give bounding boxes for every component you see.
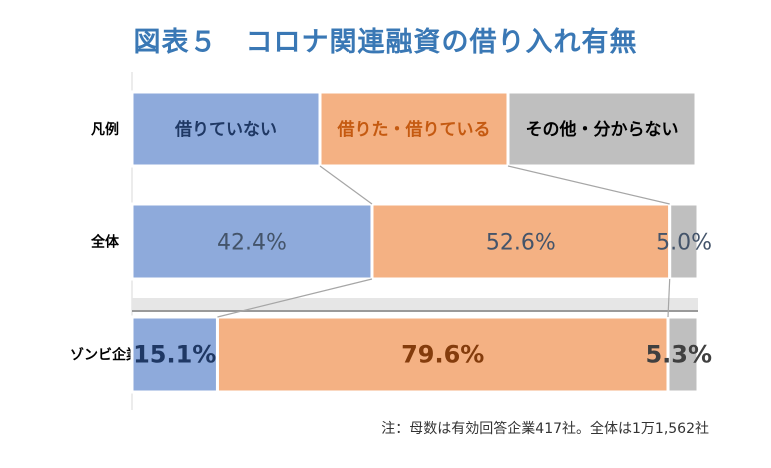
data-label: 52.6%: [486, 231, 556, 256]
data-label: 5.0%: [656, 231, 712, 256]
bar-segment: [668, 202, 700, 281]
data-label: 15.1%: [133, 341, 216, 369]
legend-swatch: [506, 90, 698, 168]
bar-segment: [370, 202, 672, 281]
data-label: 42.4%: [217, 231, 287, 256]
legend-label: 借りていない: [174, 119, 277, 140]
legend-swatch: [130, 90, 322, 168]
row-label: 全体: [90, 234, 120, 251]
connector-line: [667, 278, 671, 318]
legend-row-label: 凡例: [91, 121, 119, 138]
connector-line: [217, 278, 373, 318]
bar-segment: [666, 315, 700, 394]
bar-segment: [130, 315, 219, 394]
connector-line: [319, 165, 373, 205]
legend-label: 借りた・借りている: [337, 119, 491, 140]
chart-title: 図表５ コロナ関連融資の借り入れ有無: [133, 27, 638, 58]
legend-label: その他・分からない: [526, 119, 679, 140]
row-separator: [132, 298, 698, 312]
connector-line: [507, 165, 670, 205]
footnote: 注：母数は有効回答企業417社。全体は1万1,562社: [381, 421, 709, 437]
data-label: 79.6%: [401, 341, 484, 369]
data-label: 5.3%: [645, 341, 712, 369]
row-label: ゾンビ企業: [70, 347, 141, 364]
